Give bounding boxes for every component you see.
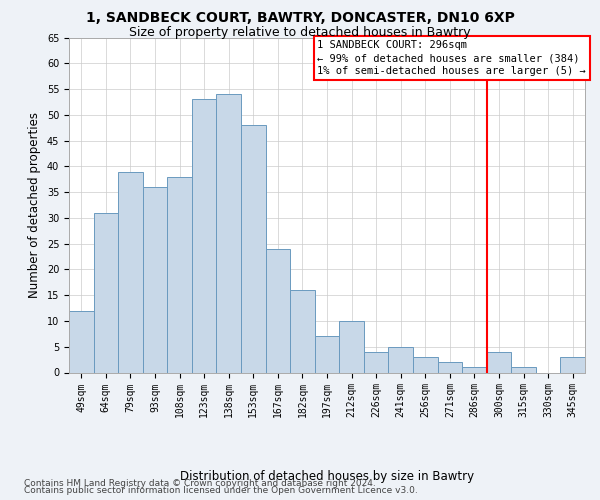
Bar [560,357,585,372]
Bar [192,100,217,372]
Bar [388,346,413,372]
Bar [462,368,487,372]
Bar [290,290,315,372]
Y-axis label: Number of detached properties: Number of detached properties [28,112,41,298]
Bar [315,336,339,372]
Bar [118,172,143,372]
Bar [143,187,167,372]
X-axis label: Distribution of detached houses by size in Bawtry: Distribution of detached houses by size … [180,470,474,483]
Bar [511,368,536,372]
Bar [339,321,364,372]
Text: Contains public sector information licensed under the Open Government Licence v3: Contains public sector information licen… [24,486,418,495]
Text: Size of property relative to detached houses in Bawtry: Size of property relative to detached ho… [129,26,471,39]
Bar [437,362,462,372]
Bar [487,352,511,372]
Text: 1 SANDBECK COURT: 296sqm
← 99% of detached houses are smaller (384)
1% of semi-d: 1 SANDBECK COURT: 296sqm ← 99% of detach… [317,40,586,76]
Text: Contains HM Land Registry data © Crown copyright and database right 2024.: Contains HM Land Registry data © Crown c… [24,478,376,488]
Bar [241,125,266,372]
Bar [217,94,241,372]
Bar [266,249,290,372]
Text: 1, SANDBECK COURT, BAWTRY, DONCASTER, DN10 6XP: 1, SANDBECK COURT, BAWTRY, DONCASTER, DN… [86,12,514,26]
Bar [94,212,118,372]
Bar [167,176,192,372]
Bar [364,352,388,372]
Bar [69,310,94,372]
Bar [413,357,437,372]
